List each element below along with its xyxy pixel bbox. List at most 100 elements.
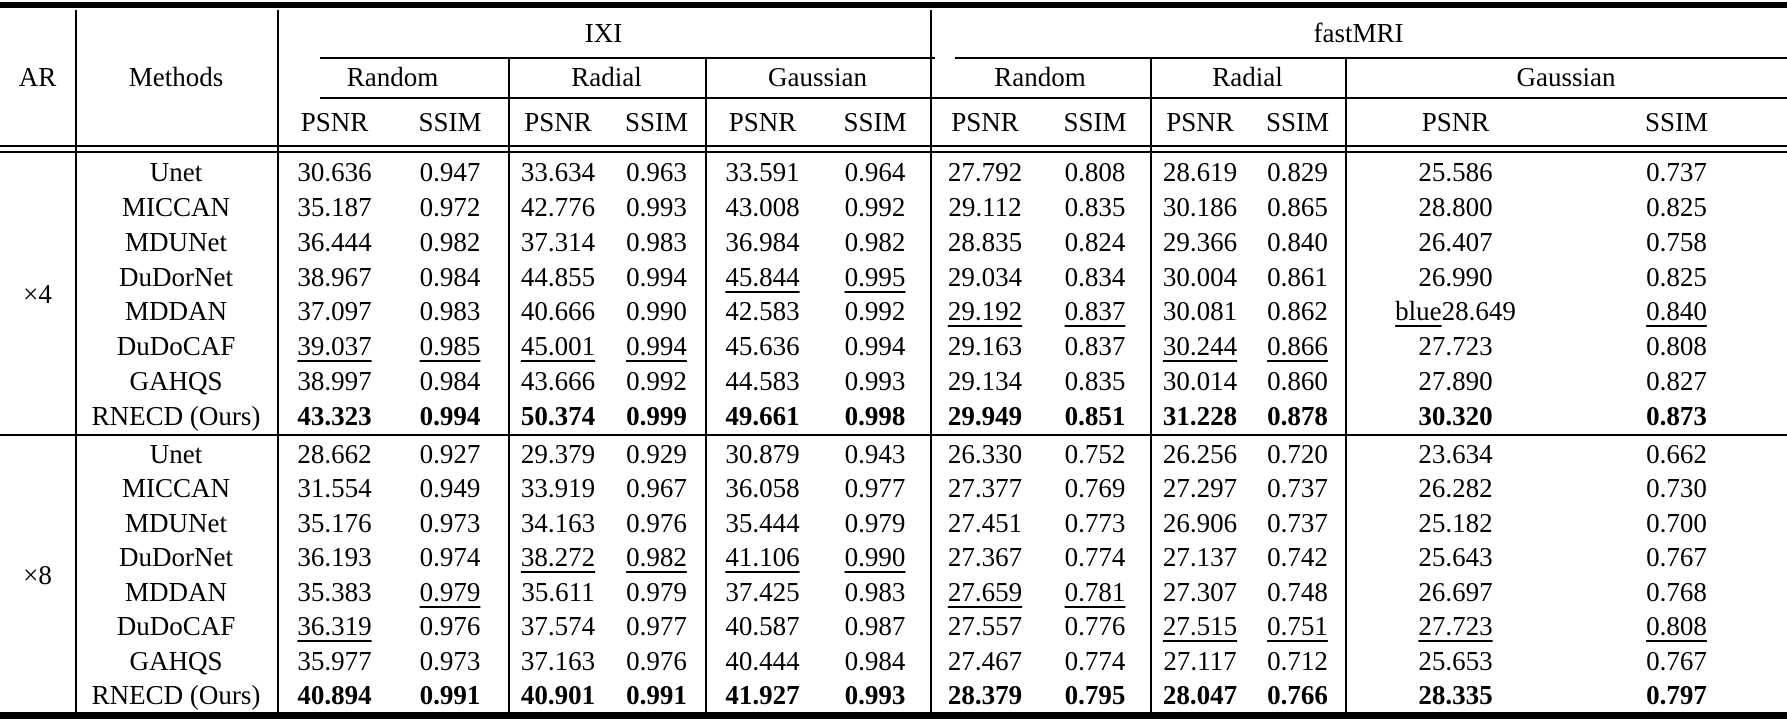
value-cell: 27.367 — [947, 542, 1023, 573]
value-cell: 27.467 — [947, 645, 1023, 676]
value-cell: 0.992 — [844, 191, 906, 222]
value-cell: 35.383 — [297, 576, 372, 607]
value-cell: 0.991 — [419, 680, 481, 711]
value-cell: 0.767 — [1646, 542, 1707, 573]
value-cell: 27.723 — [1418, 331, 1493, 362]
table-row: MICCAN 35.187 0.972 42.776 0.993 43.008 0.992 2… — [0, 190, 1787, 225]
table-row: DuDorNet 38.967 0.984 44.855 0.994 45.844 0.99… — [0, 260, 1787, 295]
header-double-rule-2 — [0, 151, 1787, 153]
value-cell: 0.974 — [419, 542, 481, 573]
method-name: MICCAN — [121, 473, 230, 504]
metric-header-psnr: PSNR — [728, 106, 797, 137]
value-cell: 0.758 — [1646, 226, 1707, 257]
value-cell: 0.840 — [1646, 296, 1707, 327]
table-row: MDDAN 35.383 0.979 35.611 0.979 37.425 0.983 27… — [0, 575, 1787, 610]
metric-header-ssim: SSIM — [843, 106, 907, 137]
method-name: GAHQS — [129, 366, 223, 397]
metric-header-ssim: SSIM — [624, 106, 689, 137]
value-cell: 0.767 — [1646, 645, 1707, 676]
value-cell: 0.662 — [1646, 438, 1707, 469]
underlined-prefix: blue — [1395, 296, 1442, 327]
value-cell: 0.835 — [1064, 366, 1126, 397]
value-cell: 33.634 — [520, 156, 596, 187]
mask-header-radial: Radial — [571, 62, 642, 92]
value-cell: 28.619 — [1162, 156, 1238, 187]
value-cell: 33.919 — [520, 473, 596, 504]
column-separator — [705, 58, 707, 712]
metric-header-ssim: SSIM — [1644, 106, 1709, 137]
value-cell: 42.583 — [725, 296, 800, 327]
value-cell: 0.993 — [844, 366, 906, 397]
value-cell: 0.982 — [844, 226, 906, 257]
value-cell: 0.977 — [626, 611, 687, 642]
value-cell: 27.890 — [1418, 366, 1493, 397]
method-name: Unet — [149, 156, 203, 187]
value-cell: 35.977 — [297, 645, 372, 676]
table-row: Unet 30.636 0.947 33.634 0.963 33.591 0.964 27.… — [0, 155, 1787, 190]
value-cell: 0.866 — [1267, 331, 1328, 362]
value-cell: 0.748 — [1267, 576, 1328, 607]
mask-header-random: Random — [346, 62, 439, 92]
mask-header-radial: Radial — [1212, 62, 1283, 92]
value-cell: 26.407 — [1418, 226, 1493, 257]
method-name: Unet — [149, 438, 203, 469]
value-cell: 0.837 — [1064, 331, 1126, 362]
value-cell: 0.973 — [419, 645, 481, 676]
ixi-header-rule — [320, 57, 935, 59]
metric-header-ssim: SSIM — [1063, 106, 1127, 137]
value-cell: 0.768 — [1646, 576, 1707, 607]
value-cell: 0.751 — [1267, 611, 1328, 642]
method-name: MDDAN — [124, 296, 227, 327]
value-cell: 45.844 — [725, 261, 800, 292]
value-cell: 36.444 — [297, 226, 372, 257]
value-cell: 0.774 — [1064, 542, 1126, 573]
value-cell: 0.776 — [1064, 611, 1126, 642]
value-cell: 0.982 — [626, 542, 687, 573]
value-cell: 27.557 — [947, 611, 1023, 642]
dataset-header-fastmri: fastMRI — [1313, 18, 1404, 48]
value-cell: 29.034 — [947, 261, 1023, 292]
table-row: RNECD (Ours) 43.323 0.994 50.374 0.999 49.661… — [0, 399, 1787, 434]
value-cell: 0.977 — [844, 473, 906, 504]
value-cell: 27.659 — [947, 576, 1023, 607]
value-cell: 0.994 — [844, 331, 906, 362]
value-cell: 0.994 — [419, 401, 481, 432]
table-row: DuDoCAF 39.037 0.985 45.001 0.994 45.636 0.994… — [0, 329, 1787, 364]
method-name: MICCAN — [121, 191, 230, 222]
table-row: MDUNet 36.444 0.982 37.314 0.983 36.984 0.982 2… — [0, 225, 1787, 260]
value-cell: 0.824 — [1064, 226, 1126, 257]
value-cell: 0.947 — [419, 156, 481, 187]
value-cell: 0.712 — [1267, 645, 1328, 676]
value-cell: 25.586 — [1418, 156, 1493, 187]
value-cell: 0.742 — [1267, 542, 1328, 573]
value-cell: 0.972 — [419, 191, 481, 222]
value-cell: 0.987 — [844, 611, 906, 642]
value-cell: 31.554 — [297, 473, 372, 504]
value-cell: 0.982 — [419, 226, 481, 257]
table-row: GAHQS 35.977 0.973 37.163 0.976 40.444 0.984 27… — [0, 644, 1787, 679]
value-cell: 49.661 — [725, 401, 800, 432]
table-row: DuDorNet 36.193 0.974 38.272 0.982 41.106 0.99… — [0, 541, 1787, 576]
value-cell: 28.835 — [947, 226, 1023, 257]
value-cell: 0.730 — [1646, 473, 1707, 504]
value-cell: 26.282 — [1418, 473, 1493, 504]
value-cell: 37.314 — [520, 226, 596, 257]
value-cell: 27.297 — [1162, 473, 1238, 504]
value-cell: 29.112 — [948, 191, 1022, 222]
value-cell: 0.984 — [419, 261, 481, 292]
value-cell: 0.943 — [844, 438, 906, 469]
value-cell: 0.737 — [1267, 473, 1328, 504]
block-divider-rule — [0, 434, 1787, 436]
value-cell: 0.985 — [419, 331, 481, 362]
value-cell: 25.182 — [1418, 507, 1493, 538]
value-cell: 0.993 — [626, 191, 687, 222]
value-cell: 0.865 — [1267, 191, 1328, 222]
value-cell: 0.769 — [1064, 473, 1126, 504]
value-cell: 0.983 — [844, 576, 906, 607]
value-cell: 28.335 — [1418, 680, 1493, 711]
value-cell: 36.319 — [297, 611, 372, 642]
value-cell: 44.855 — [520, 261, 596, 292]
method-name: MDUNet — [125, 226, 227, 257]
value-cell: 0.994 — [626, 261, 687, 292]
value-cell: 30.014 — [1162, 366, 1238, 397]
